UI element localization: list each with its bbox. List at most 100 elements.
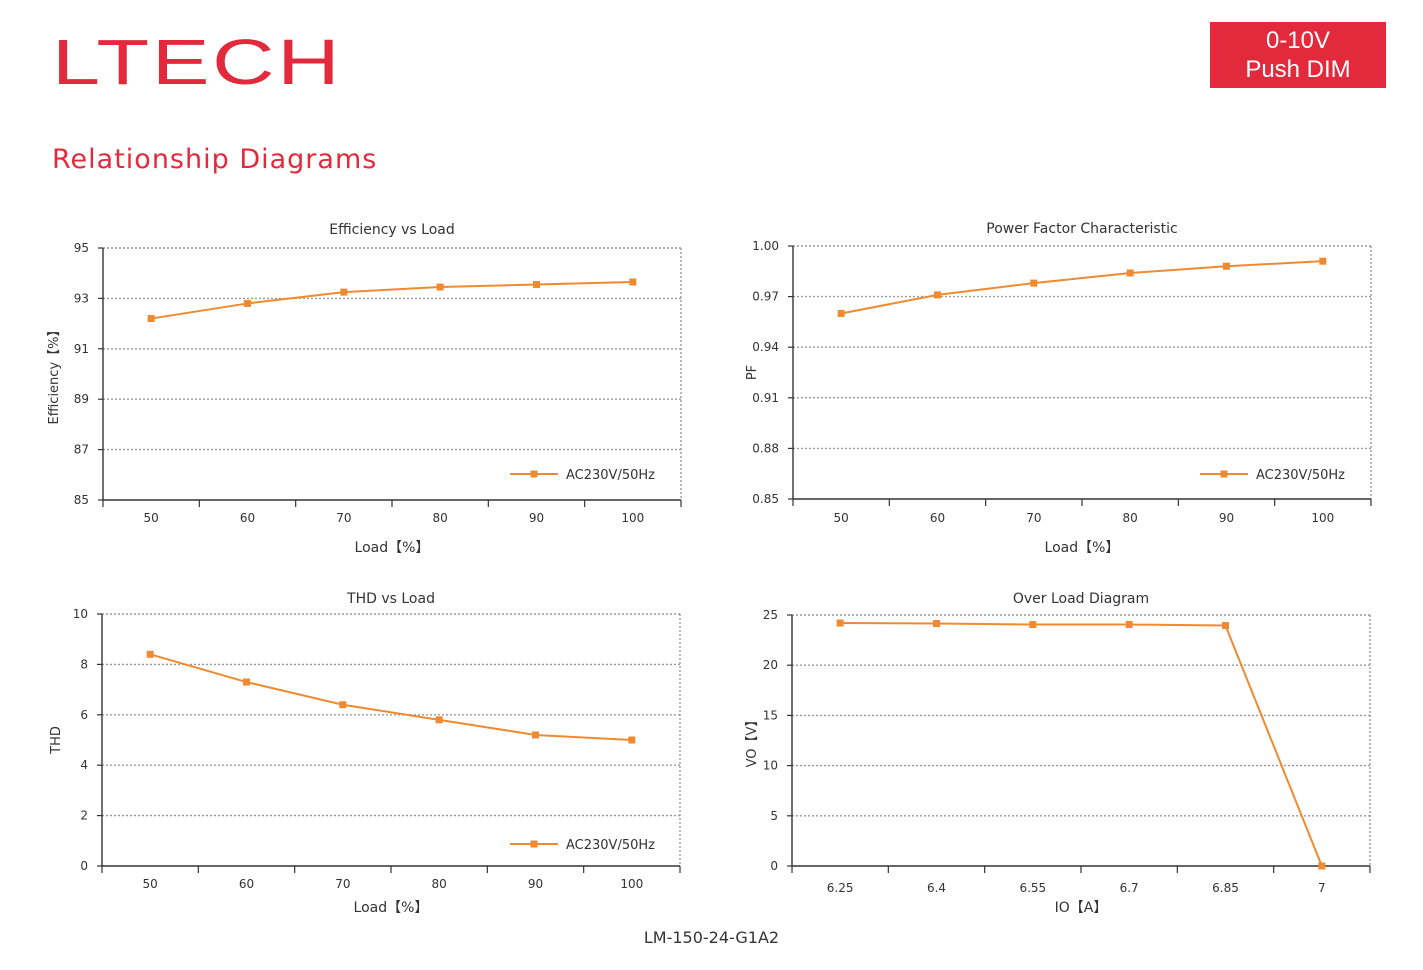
x-tick-label: 70 — [335, 877, 350, 891]
x-tick-label: 60 — [240, 511, 255, 525]
y-tick-label: 0.88 — [752, 441, 779, 455]
x-tick-label: 6.4 — [927, 881, 946, 895]
legend-marker — [530, 470, 538, 478]
chart-title: Over Load Diagram — [1013, 591, 1149, 607]
legend-marker — [1220, 470, 1228, 478]
data-point — [836, 619, 844, 627]
y-tick-label: 91 — [74, 342, 89, 356]
y-tick-label: 6 — [80, 708, 88, 722]
data-point — [435, 716, 443, 724]
data-point — [1030, 279, 1038, 287]
y-axis-label: PF — [745, 365, 760, 380]
y-tick-label: 4 — [80, 758, 88, 772]
legend-marker — [530, 840, 538, 848]
y-tick-label: 89 — [74, 392, 89, 406]
x-tick-label: 50 — [144, 511, 159, 525]
y-tick-label: 85 — [74, 493, 89, 507]
y-tick-label: 20 — [763, 658, 778, 672]
data-point — [628, 736, 636, 744]
data-point — [532, 731, 539, 739]
legend-label: AC230V/50Hz — [566, 468, 655, 483]
data-point — [1318, 862, 1326, 870]
thd-vs-load-chart: THD vs Load 0 2 4 6 8 10 50 60 70 80 90 100 Load【%】 TH… — [49, 591, 681, 916]
x-tick-label: 50 — [143, 877, 158, 891]
x-tick-label: 100 — [1311, 511, 1334, 525]
x-tick-label: 80 — [433, 511, 448, 525]
series-line — [151, 281, 633, 320]
y-axis-label: THD — [49, 726, 64, 755]
x-tick-label: 80 — [432, 877, 447, 891]
x-tick-label: 80 — [1123, 511, 1138, 525]
y-axis-label: Efficiency【%】 — [47, 324, 62, 425]
x-tick-label: 90 — [529, 511, 544, 525]
badge-line-2: Push DIM — [1245, 56, 1351, 83]
data-point — [147, 315, 155, 323]
chart-title: THD vs Load — [346, 591, 435, 607]
legend-label: AC230V/50Hz — [566, 838, 655, 853]
x-tick-label: 60 — [239, 877, 254, 891]
ltech-logo: LTECH — [52, 26, 343, 98]
data-point — [243, 678, 250, 686]
x-tick-label: 6.85 — [1212, 881, 1239, 895]
y-tick-label: 87 — [74, 443, 89, 457]
data-point — [933, 620, 940, 628]
y-tick-label: 0 — [770, 859, 778, 873]
x-tick-label: 6.25 — [827, 881, 854, 895]
data-point — [1223, 262, 1230, 270]
y-axis-label: VO【V】 — [745, 714, 760, 768]
data-point — [1029, 621, 1037, 629]
badge-line-1: 0-10V — [1265, 27, 1331, 54]
data-point — [934, 291, 941, 299]
data-point — [837, 309, 845, 317]
y-tick-label: 5 — [770, 809, 778, 823]
data-point — [436, 283, 444, 291]
data-point — [340, 288, 348, 296]
series-line — [149, 653, 632, 741]
x-tick-label: 70 — [336, 511, 351, 525]
y-tick-label: 0.91 — [752, 391, 779, 405]
x-tick-label: 6.7 — [1120, 881, 1139, 895]
power-factor-chart: Power Factor Characteristic 0.85 0.88 0.91 0… — [745, 221, 1372, 556]
model-footer: LM-150-24-G1A2 — [643, 928, 780, 947]
x-tick-label: 90 — [528, 877, 543, 891]
y-tick-label: 2 — [80, 809, 88, 823]
y-tick-label: 95 — [74, 241, 89, 255]
data-point — [244, 299, 251, 307]
data-point — [1222, 622, 1229, 630]
x-axis-label: Load【%】 — [1045, 540, 1120, 556]
y-tick-label: 10 — [763, 759, 778, 773]
efficiency-vs-load-chart: Efficiency vs Load 85 87 89 91 93 95 50 60 70 80 90… — [47, 222, 682, 556]
series-line — [840, 260, 1323, 315]
x-axis-label: Load【%】 — [354, 900, 429, 916]
data-point — [1126, 269, 1134, 277]
data-point — [1125, 621, 1133, 629]
y-tick-label: 8 — [80, 657, 88, 671]
product-badge: 0-10V Push DIM — [1210, 22, 1386, 88]
data-point — [146, 650, 154, 658]
series-line — [840, 622, 1323, 867]
x-axis-label: IO【A】 — [1055, 900, 1108, 916]
data-point — [1319, 257, 1327, 265]
legend-label: AC230V/50Hz — [1256, 468, 1345, 483]
y-tick-label: 93 — [74, 291, 89, 305]
x-axis-label: Load【%】 — [355, 540, 430, 556]
data-point — [629, 278, 637, 286]
over-load-chart: Over Load Diagram 0 5 10 15 20 25 6.25 6.4 6.55 6.… — [745, 591, 1371, 916]
x-tick-label: 70 — [1026, 511, 1041, 525]
x-tick-label: 7 — [1318, 881, 1326, 895]
y-tick-label: 25 — [763, 608, 778, 622]
x-tick-label: 50 — [834, 511, 849, 525]
y-tick-label: 1.00 — [752, 239, 779, 253]
x-tick-label: 6.55 — [1019, 881, 1046, 895]
data-point — [533, 281, 540, 289]
chart-title: Efficiency vs Load — [329, 222, 455, 238]
y-tick-label: 0.94 — [752, 340, 779, 354]
y-tick-label: 0.97 — [752, 290, 779, 304]
y-tick-label: 0 — [80, 859, 88, 873]
x-tick-label: 90 — [1219, 511, 1234, 525]
chart-title: Power Factor Characteristic — [986, 221, 1177, 237]
data-point — [339, 701, 347, 709]
x-tick-label: 60 — [930, 511, 945, 525]
x-tick-label: 100 — [621, 511, 644, 525]
section-title: Relationship Diagrams — [52, 144, 378, 175]
